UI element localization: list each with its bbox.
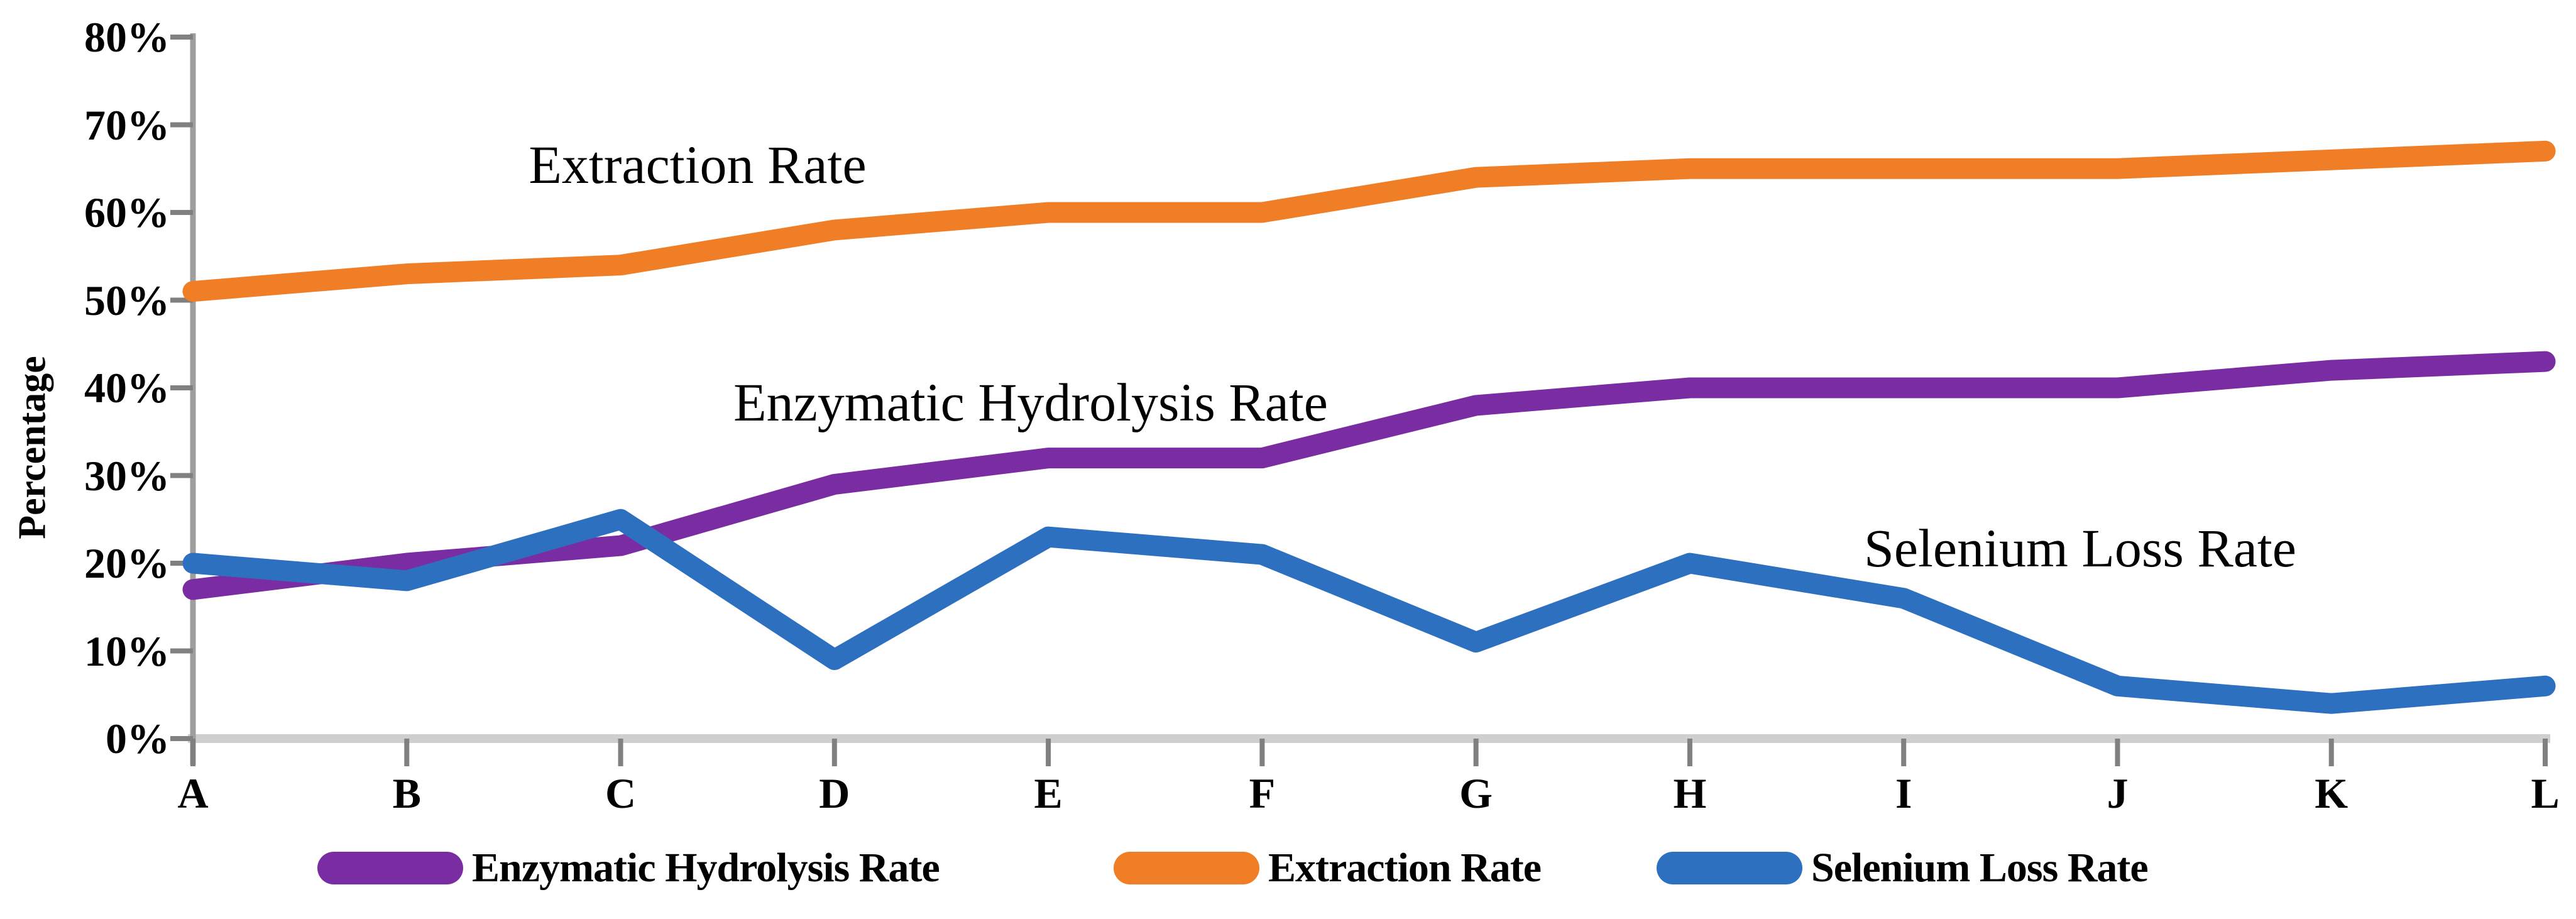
y-tick-label: 70% xyxy=(84,101,170,149)
y-tick-label: 20% xyxy=(84,539,170,587)
x-tick-label: B xyxy=(392,769,421,817)
y-tick-label: 40% xyxy=(84,364,170,412)
x-tick-label: D xyxy=(819,769,850,817)
legend-swatch-icon xyxy=(1114,852,1259,884)
legend-label: Extraction Rate xyxy=(1268,845,1542,891)
legend-swatch-icon xyxy=(317,852,463,884)
y-tick-label: 60% xyxy=(84,189,170,236)
y-tick-label: 80% xyxy=(84,13,170,61)
series-line-enzymatic-hydrolysis-rate xyxy=(182,351,2556,600)
x-tick-label: K xyxy=(2315,769,2349,817)
y-tick-label: 30% xyxy=(84,451,170,500)
x-tick-label: G xyxy=(1459,769,1493,817)
x-tick-label: C xyxy=(605,769,637,817)
legend-item: Enzymatic Hydrolysis Rate xyxy=(317,840,940,896)
x-tick-label: F xyxy=(1249,769,1276,817)
legend-item: Extraction Rate xyxy=(1114,840,1542,896)
legend: Enzymatic Hydrolysis Rate Extraction Rate… xyxy=(0,840,2576,896)
annotation-label: Enzymatic Hydrolysis Rate xyxy=(733,372,1328,432)
x-tick-label: H xyxy=(1673,769,1707,817)
legend-label: Enzymatic Hydrolysis Rate xyxy=(472,845,940,891)
series-line-selenium-loss-rate xyxy=(182,509,2556,714)
legend-item: Selenium Loss Rate xyxy=(1657,840,2149,896)
legend-swatch-icon xyxy=(1657,852,1802,884)
annotation-label: Extraction Rate xyxy=(529,135,867,195)
annotation-label: Selenium Loss Rate xyxy=(1864,518,2296,578)
x-tick-label: E xyxy=(1034,769,1063,817)
series-line-extraction-rate xyxy=(182,140,2556,302)
x-tick-label: L xyxy=(2531,769,2560,817)
y-tick-label: 0% xyxy=(106,715,170,762)
y-tick-label: 50% xyxy=(84,276,170,324)
legend-label: Selenium Loss Rate xyxy=(1811,845,2149,891)
x-tick-label: A xyxy=(177,769,209,817)
x-tick-label: I xyxy=(1895,769,1912,817)
x-tick-label: J xyxy=(2107,769,2129,817)
y-tick-label: 10% xyxy=(84,627,170,675)
